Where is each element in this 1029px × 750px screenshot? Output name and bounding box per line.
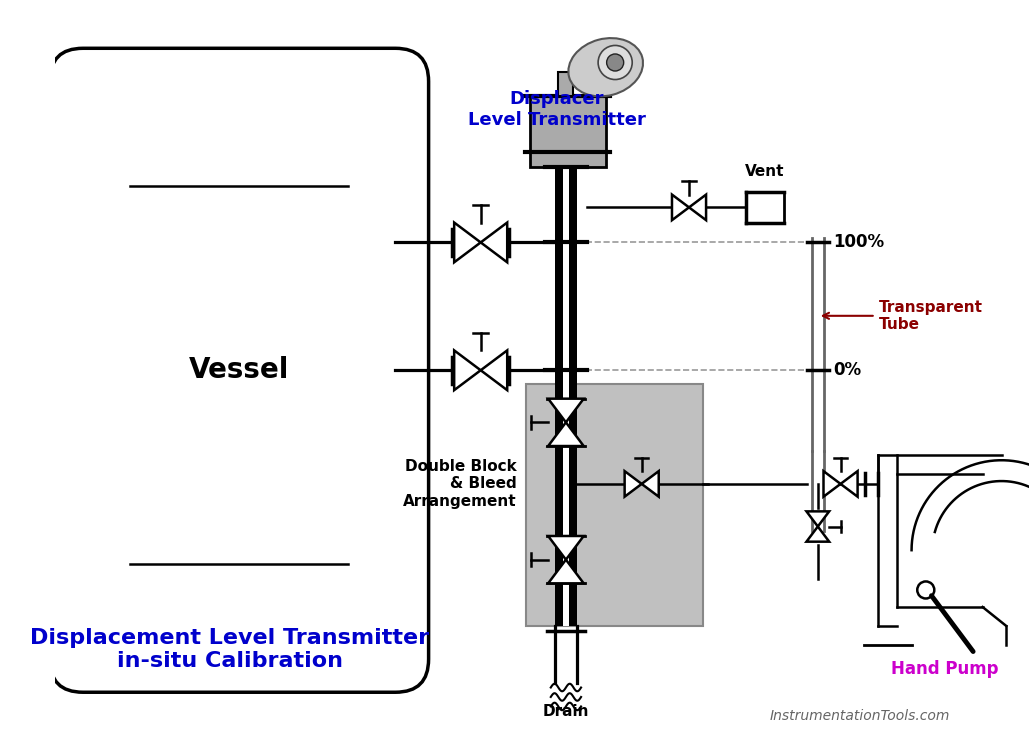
Text: InstrumentationTools.com: InstrumentationTools.com [770,709,950,723]
Text: Transparent
Tube: Transparent Tube [823,299,983,332]
Text: Vessel: Vessel [189,356,289,384]
Polygon shape [823,471,841,496]
Polygon shape [841,471,857,496]
Text: Drain: Drain [542,704,590,718]
Polygon shape [454,223,481,262]
Text: Displacer
Level Transmitter: Displacer Level Transmitter [467,91,645,129]
Bar [526,385,703,626]
Bar [563,166,569,451]
Polygon shape [454,350,481,390]
Polygon shape [689,194,706,220]
Text: 0%: 0% [832,362,861,380]
Bar [555,385,577,626]
Polygon shape [548,399,583,422]
Polygon shape [807,526,829,542]
Polygon shape [481,350,507,390]
Polygon shape [672,194,689,220]
FancyBboxPatch shape [49,48,429,692]
Text: Double Block
& Bleed
Arrangement: Double Block & Bleed Arrangement [403,459,517,509]
Bar [555,166,577,451]
Text: Displacement Level Transmitter
in-situ Calibration: Displacement Level Transmitter in-situ C… [30,628,429,671]
Polygon shape [642,471,659,496]
Polygon shape [548,536,583,560]
Polygon shape [548,560,583,584]
Polygon shape [625,471,642,496]
Bar [530,96,606,166]
Circle shape [598,46,632,80]
Ellipse shape [568,38,643,96]
Polygon shape [481,223,507,262]
Polygon shape [807,512,829,526]
Circle shape [607,54,624,71]
Text: Vent: Vent [745,164,784,179]
Bar [563,385,569,626]
Text: Hand Pump: Hand Pump [891,659,998,677]
Bar [559,72,573,96]
Text: 100%: 100% [832,233,884,251]
Polygon shape [548,422,583,446]
